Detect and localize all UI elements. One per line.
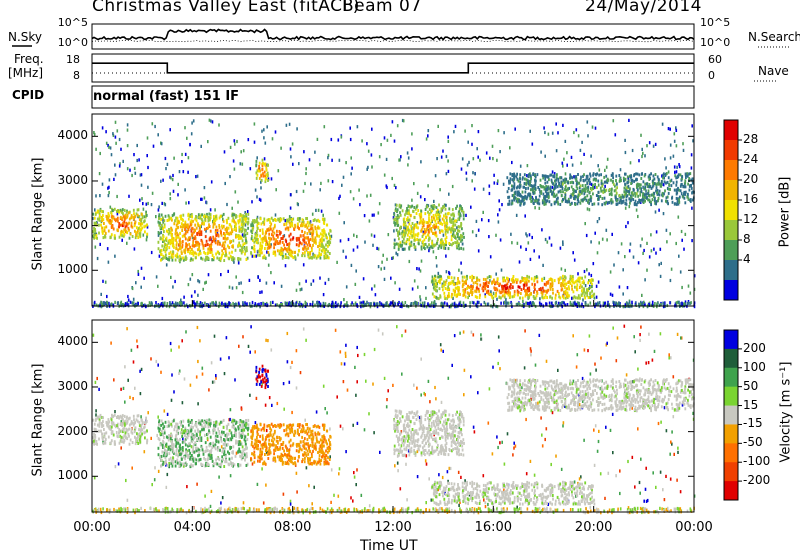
noise-right-tick-top: 10^5 bbox=[700, 16, 731, 29]
power-colorbar-tick-label: 16 bbox=[743, 192, 759, 206]
xtick-label: 20:00 bbox=[574, 520, 613, 535]
xtick-label: 08:00 bbox=[273, 520, 312, 535]
power-colorbar-frame bbox=[723, 119, 739, 301]
power-ytick-label: 2000 bbox=[57, 217, 88, 232]
power-colorbar-swatch bbox=[724, 140, 738, 161]
xtick-label: 00:00 bbox=[675, 520, 713, 535]
power-colorbar-swatch bbox=[724, 220, 738, 241]
nsearch-label: N.Search bbox=[748, 30, 800, 44]
velocity-colorbar-tick-label: 15 bbox=[743, 397, 759, 412]
freq-panel-frame bbox=[91, 53, 695, 83]
nave-label: Nave bbox=[758, 64, 789, 78]
velocity-colorbar-swatch bbox=[724, 330, 738, 350]
velocity-colorbar-swatch bbox=[724, 348, 738, 369]
noise-panel-frame bbox=[91, 23, 695, 50]
freq-right-tick-bottom: 0 bbox=[708, 69, 715, 82]
velocity-colorbar-swatch bbox=[724, 386, 738, 407]
frequency-trace bbox=[92, 62, 694, 74]
date-title: 24/May/2014 bbox=[585, 0, 702, 16]
velocity-panel-bg bbox=[92, 320, 694, 512]
velocity-colorbar-swatch bbox=[724, 443, 738, 463]
power-ylabel: Slant Range [km] bbox=[30, 157, 46, 271]
beam-title: Beam 07 bbox=[342, 0, 422, 16]
cpid-label: CPID bbox=[12, 88, 45, 102]
velocity-colorbar-swatch bbox=[724, 424, 738, 444]
freq-right-tick-top: 60 bbox=[708, 53, 722, 66]
cpid-panel-frame bbox=[91, 85, 695, 109]
power-ytick-label: 1000 bbox=[57, 262, 88, 277]
power-colorbar-swatch bbox=[724, 280, 738, 301]
velocity-ytick-label: 4000 bbox=[57, 334, 88, 349]
power-ytick-label: 3000 bbox=[57, 172, 88, 187]
power-colorbar-label: Power [dB] bbox=[777, 176, 793, 248]
velocity-colorbar-swatch bbox=[724, 462, 738, 482]
velocity-colorbar-label: Velocity [m s⁻¹] bbox=[778, 361, 794, 463]
velocity-ylabel: Slant Range [km] bbox=[30, 363, 46, 477]
velocity-ytick-label: 3000 bbox=[57, 378, 88, 393]
noise-left-tick-bottom: 10^0 bbox=[57, 36, 88, 49]
velocity-colorbar-tick-label: -15 bbox=[743, 416, 763, 431]
power-colorbar-tick-label: 24 bbox=[743, 152, 759, 166]
velocity-ytick-label: 1000 bbox=[57, 468, 88, 483]
noise-left-tick-top: 10^5 bbox=[57, 16, 88, 29]
velocity-colorbar-swatch bbox=[724, 367, 738, 388]
power-colorbar-swatch bbox=[724, 260, 738, 281]
cpid-value: normal (fast) 151 IF bbox=[93, 89, 240, 104]
power-colorbar-tick-label: 20 bbox=[743, 172, 759, 186]
power-panel-bg bbox=[92, 114, 694, 306]
power-ytick-label: 4000 bbox=[57, 128, 88, 143]
power-colorbar-swatch bbox=[724, 160, 738, 181]
velocity-colorbar-frame bbox=[723, 329, 739, 501]
freq-left-tick-bottom: 8 bbox=[73, 69, 80, 82]
power-colorbar-swatch bbox=[724, 240, 738, 261]
xtick-label: 16:00 bbox=[474, 520, 513, 535]
freq-left-tick-top: 18 bbox=[66, 53, 80, 66]
power-colorbar-swatch bbox=[724, 120, 738, 141]
velocity-colorbar-tick-label: -100 bbox=[743, 454, 771, 469]
velocity-colorbar-tick-label: 200 bbox=[743, 340, 766, 355]
power-colorbar-swatch bbox=[724, 180, 738, 201]
power-colorbar-tick-label: 8 bbox=[743, 232, 751, 246]
xtick-label: 12:00 bbox=[374, 520, 412, 535]
velocity-ytick-label: 2000 bbox=[57, 423, 88, 438]
velocity-colorbar-tick-label: 50 bbox=[743, 378, 759, 393]
power-colorbar-tick-label: 28 bbox=[743, 132, 759, 146]
noise-search-trace bbox=[91, 39, 695, 43]
noise-sky-trace bbox=[91, 28, 695, 41]
power-colorbar-swatch bbox=[724, 200, 738, 221]
velocity-colorbar-tick-label: -200 bbox=[743, 473, 771, 488]
xtick-label: 00:00 bbox=[73, 520, 111, 535]
freq-unit: [MHz] bbox=[8, 66, 44, 80]
power-colorbar-tick-label: 4 bbox=[743, 252, 751, 266]
nsky-label: N.Sky bbox=[8, 30, 43, 44]
noise-right-tick-bottom: 10^0 bbox=[700, 36, 731, 49]
power-colorbar-tick-label: 12 bbox=[743, 212, 759, 226]
velocity-colorbar-swatch bbox=[724, 405, 738, 425]
station-title: Christmas Valley East (fitACF) bbox=[92, 0, 360, 16]
velocity-colorbar-tick-label: 100 bbox=[743, 359, 766, 374]
xtick-label: 04:00 bbox=[173, 520, 212, 535]
freq-label: Freq. bbox=[14, 52, 44, 66]
velocity-echo-layer bbox=[92, 324, 696, 515]
xlabel: Time UT bbox=[360, 538, 418, 554]
velocity-colorbar-tick-label: -50 bbox=[743, 435, 763, 450]
velocity-colorbar-swatch bbox=[724, 481, 738, 501]
